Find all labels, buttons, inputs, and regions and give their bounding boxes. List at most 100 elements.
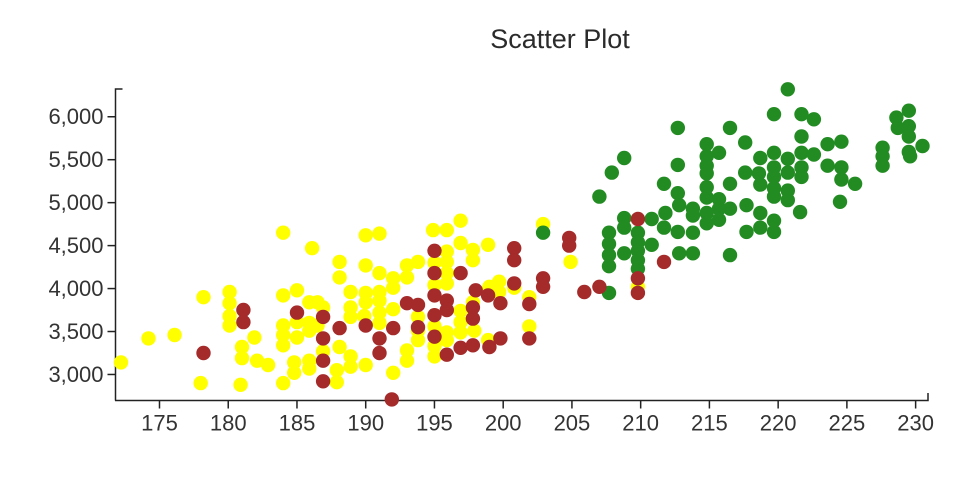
data-point-yellow[interactable] <box>427 319 442 334</box>
data-point-yellow[interactable] <box>372 293 387 308</box>
data-point-green[interactable] <box>601 236 617 252</box>
data-point-yellow[interactable] <box>427 277 442 293</box>
data-point-yellow[interactable] <box>276 225 291 240</box>
data-point-green[interactable] <box>780 165 795 180</box>
data-point-yellow[interactable] <box>289 283 305 298</box>
data-point-green[interactable] <box>820 137 835 152</box>
data-point-yellow[interactable] <box>465 242 481 258</box>
data-point-green[interactable] <box>766 189 782 204</box>
data-point-yellow[interactable] <box>427 255 442 270</box>
data-point-yellow[interactable] <box>372 226 387 241</box>
data-point-brown[interactable] <box>236 314 251 330</box>
data-point-green[interactable] <box>670 120 685 136</box>
data-point-green[interactable] <box>738 165 753 180</box>
data-point-brown[interactable] <box>386 320 401 336</box>
data-point-green[interactable] <box>670 157 685 173</box>
data-point-green[interactable] <box>766 169 782 185</box>
data-point-yellow[interactable] <box>276 338 291 353</box>
data-point-green[interactable] <box>766 107 782 122</box>
data-point-brown[interactable] <box>236 302 251 318</box>
data-point-yellow[interactable] <box>427 349 442 364</box>
data-point-green[interactable] <box>670 186 685 201</box>
data-point-green[interactable] <box>875 158 890 173</box>
data-point-brown[interactable] <box>410 320 426 335</box>
data-point-green[interactable] <box>794 129 809 144</box>
data-point-brown[interactable] <box>196 345 211 361</box>
data-point-yellow[interactable] <box>467 323 482 338</box>
data-point-green[interactable] <box>699 180 714 195</box>
data-point-brown[interactable] <box>522 331 537 346</box>
data-point-brown[interactable] <box>453 340 468 355</box>
data-point-yellow[interactable] <box>167 327 182 343</box>
data-point-yellow[interactable] <box>343 349 358 364</box>
data-point-brown[interactable] <box>427 308 442 323</box>
data-point-yellow[interactable] <box>439 254 454 270</box>
data-point-brown[interactable] <box>480 288 496 303</box>
data-point-green[interactable] <box>739 198 754 213</box>
data-point-green[interactable] <box>617 220 632 235</box>
data-point-green[interactable] <box>751 166 767 181</box>
data-point-green[interactable] <box>794 169 809 185</box>
data-point-green[interactable] <box>722 201 738 216</box>
data-point-green[interactable] <box>711 201 727 216</box>
data-point-yellow[interactable] <box>329 375 344 390</box>
data-point-yellow[interactable] <box>386 302 401 317</box>
data-point-yellow[interactable] <box>399 343 415 358</box>
data-point-brown[interactable] <box>507 241 522 256</box>
data-point-green[interactable] <box>832 194 848 209</box>
data-point-brown[interactable] <box>522 296 537 312</box>
data-point-yellow[interactable] <box>439 276 454 291</box>
data-point-green[interactable] <box>699 166 714 181</box>
data-point-brown[interactable] <box>410 297 426 313</box>
data-point-yellow[interactable] <box>276 375 291 391</box>
data-point-green[interactable] <box>915 138 930 154</box>
data-point-yellow[interactable] <box>410 309 426 325</box>
data-point-brown[interactable] <box>427 288 442 303</box>
data-point-yellow[interactable] <box>491 274 507 289</box>
data-point-green[interactable] <box>601 259 617 274</box>
data-point-yellow[interactable] <box>287 355 302 370</box>
data-point-green[interactable] <box>847 176 863 191</box>
data-point-yellow[interactable] <box>222 296 237 311</box>
data-point-brown[interactable] <box>630 271 646 286</box>
data-point-green[interactable] <box>738 135 753 150</box>
data-point-yellow[interactable] <box>453 314 468 330</box>
data-point-yellow[interactable] <box>453 235 468 251</box>
data-point-brown[interactable] <box>427 243 442 258</box>
data-point-brown[interactable] <box>332 320 347 336</box>
data-point-yellow[interactable] <box>358 258 373 273</box>
data-point-yellow[interactable] <box>399 258 415 273</box>
data-point-green[interactable] <box>722 176 738 191</box>
data-point-yellow[interactable] <box>222 318 237 333</box>
data-point-green[interactable] <box>902 149 918 164</box>
data-point-brown[interactable] <box>577 284 592 300</box>
data-point-yellow[interactable] <box>247 330 262 345</box>
data-point-yellow[interactable] <box>358 228 373 243</box>
data-point-brown[interactable] <box>562 238 577 253</box>
data-point-green[interactable] <box>901 103 916 118</box>
data-point-green[interactable] <box>644 237 659 252</box>
data-point-brown[interactable] <box>465 300 481 315</box>
data-point-green[interactable] <box>711 145 727 160</box>
data-point-green[interactable] <box>617 150 632 166</box>
data-point-green[interactable] <box>711 212 727 227</box>
data-point-green[interactable] <box>834 172 849 187</box>
data-point-brown[interactable] <box>427 329 442 344</box>
data-point-yellow[interactable] <box>386 365 401 380</box>
data-point-green[interactable] <box>820 158 835 173</box>
data-point-brown[interactable] <box>384 392 399 407</box>
data-point-green[interactable] <box>890 120 905 136</box>
data-point-green[interactable] <box>901 119 916 134</box>
data-point-green[interactable] <box>794 107 809 122</box>
data-point-yellow[interactable] <box>193 375 208 391</box>
data-point-brown[interactable] <box>535 279 551 294</box>
data-point-yellow[interactable] <box>343 359 358 374</box>
data-point-yellow[interactable] <box>234 350 250 366</box>
data-point-brown[interactable] <box>399 296 415 311</box>
data-point-green[interactable] <box>780 151 795 166</box>
data-point-green[interactable] <box>699 190 714 205</box>
data-point-brown[interactable] <box>507 276 522 291</box>
data-point-brown[interactable] <box>592 279 607 294</box>
data-point-yellow[interactable] <box>113 355 129 370</box>
data-point-yellow[interactable] <box>343 284 358 300</box>
